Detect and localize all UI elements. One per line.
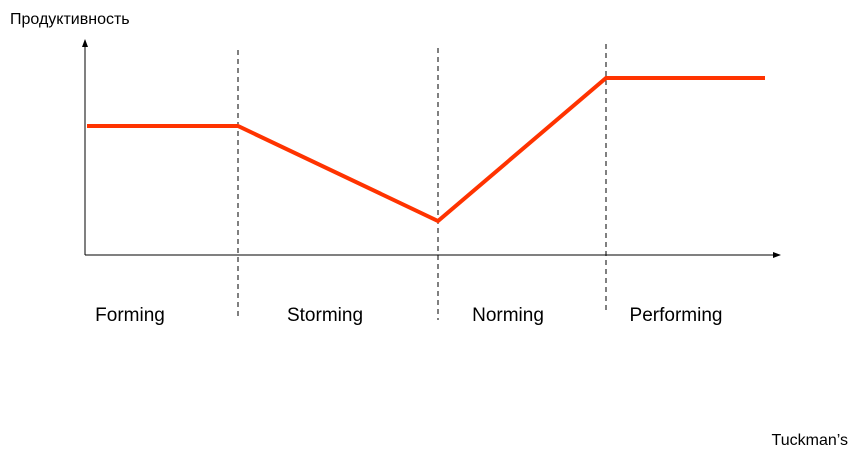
stage-label: Norming — [472, 305, 544, 326]
axis-label: Продуктивность — [10, 11, 130, 28]
stage-label: Forming — [95, 305, 165, 326]
stage-label: Storming — [287, 305, 363, 326]
caption: Tuckman’s — [772, 432, 848, 449]
stage-label: Performing — [630, 305, 723, 326]
productivity-curve — [87, 76, 765, 224]
